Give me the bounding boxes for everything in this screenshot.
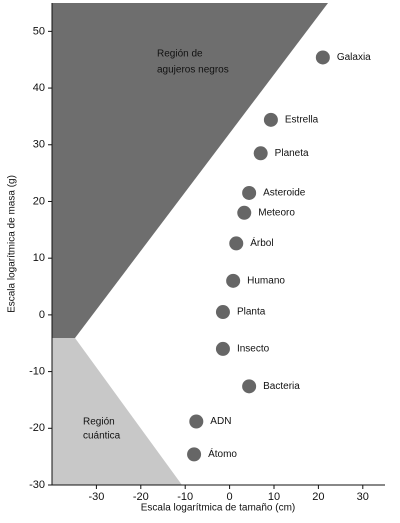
x-tick-label: -30 <box>88 491 104 503</box>
black-hole-region <box>52 3 328 338</box>
region-label: Región de <box>157 49 203 60</box>
x-tick-label: -10 <box>177 491 193 503</box>
point-label: Galaxia <box>337 52 371 63</box>
y-tick-label: 50 <box>33 25 45 37</box>
y-tick-label: -30 <box>29 479 45 491</box>
point-label: Bacteria <box>263 381 300 392</box>
x-tick-label: 0 <box>227 491 233 503</box>
x-tick-label: -20 <box>133 491 149 503</box>
point-label: Meteoro <box>258 207 295 218</box>
y-tick-label: 0 <box>39 309 45 321</box>
point <box>226 273 241 288</box>
point <box>242 185 257 200</box>
y-tick-label: -10 <box>29 365 45 377</box>
point <box>187 447 202 462</box>
point <box>242 379 257 394</box>
point-label: Planta <box>237 307 266 318</box>
x-tick-label: 20 <box>312 491 324 503</box>
point-label: Asteroide <box>263 188 306 199</box>
point-label: Humano <box>247 275 285 286</box>
point <box>315 50 330 65</box>
point <box>253 146 268 161</box>
point <box>215 341 230 356</box>
point <box>263 112 278 127</box>
y-tick-label: 10 <box>33 252 45 264</box>
x-axis-label: Escala logarítmica de tamaño (cm) <box>141 503 296 514</box>
point-label: Insecto <box>237 344 270 355</box>
quantum-region <box>52 338 182 485</box>
point <box>215 305 230 320</box>
y-axis-label: Escala logarítmica de masa (g) <box>7 175 18 313</box>
region-label: Región <box>83 417 115 428</box>
y-tick-label: 40 <box>33 82 45 94</box>
point-label: Planeta <box>275 148 309 159</box>
y-tick-label: -20 <box>29 422 45 434</box>
region-label: agujeros negros <box>157 65 229 76</box>
point-label: Átomo <box>208 447 237 460</box>
y-tick-label: 30 <box>33 139 45 151</box>
point <box>237 205 252 220</box>
point-label: Árbol <box>250 236 273 249</box>
region-label: cuántica <box>83 431 121 442</box>
point <box>229 236 244 251</box>
y-tick-label: 20 <box>33 195 45 207</box>
x-tick-label: 10 <box>268 491 280 503</box>
x-tick-label: 30 <box>357 491 369 503</box>
point <box>189 414 204 429</box>
point-label: ADN <box>210 416 231 427</box>
point-label: Estrella <box>285 114 319 125</box>
